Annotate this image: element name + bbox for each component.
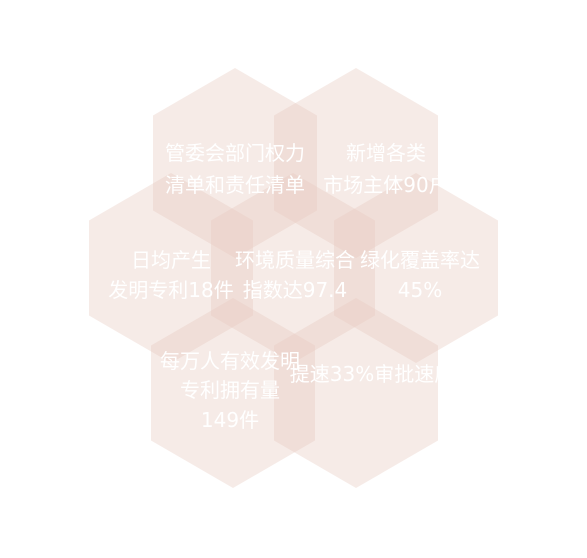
hexagon-bottom-right bbox=[274, 298, 438, 488]
hexagon-bottom-left bbox=[151, 298, 315, 488]
hexagon-label-bottom-left: 每万人有效发明 bbox=[160, 349, 300, 373]
hexagon-label-top-left: 管委会部门权力 bbox=[165, 141, 305, 165]
hexagon-label-mid-right: 绿化覆盖率达 bbox=[360, 248, 480, 272]
hexagon-top-right bbox=[274, 68, 438, 258]
hexagon-label-mid-left: 发明专利18件 bbox=[108, 278, 233, 302]
hexagon-label-center: 指数达97.4 bbox=[243, 278, 348, 302]
hexagon-mid-right bbox=[334, 173, 498, 363]
hexagon-label-bottom-right: 提速33%审批速度 bbox=[290, 362, 454, 386]
hexagon-label-mid-left: 日均产生 bbox=[131, 248, 211, 272]
hexagon-top-left bbox=[153, 68, 317, 258]
hexagon-label-top-right: 新增各类 bbox=[346, 141, 426, 165]
hexagon-label-bottom-left: 149件 bbox=[201, 408, 259, 432]
hexagon-label-mid-right: 45% bbox=[398, 278, 442, 302]
hexagon-layer bbox=[89, 68, 498, 488]
hexagon-label-bottom-left: 专利拥有量 bbox=[180, 378, 280, 402]
hexagon-center bbox=[211, 173, 375, 363]
hexagon-label-top-right: 市场主体90户 bbox=[323, 173, 448, 197]
hexagon-label-center: 环境质量综合 bbox=[235, 248, 355, 272]
hexagon-label-top-left: 清单和责任清单 bbox=[165, 173, 305, 197]
hexagon-mid-left bbox=[89, 173, 253, 363]
